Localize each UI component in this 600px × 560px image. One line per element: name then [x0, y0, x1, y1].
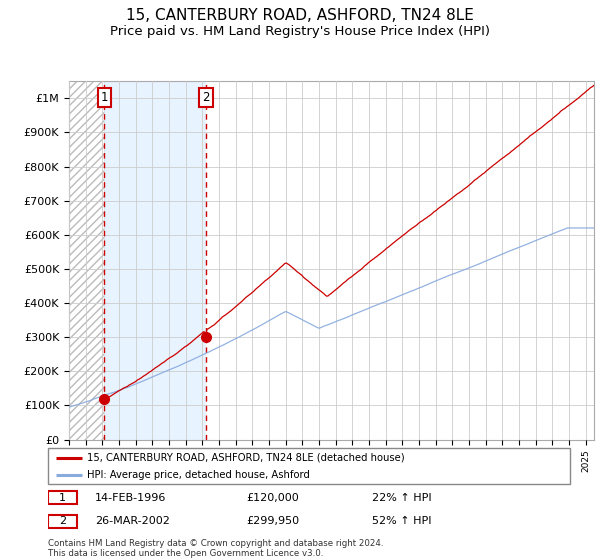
- Text: 15, CANTERBURY ROAD, ASHFORD, TN24 8LE (detached house): 15, CANTERBURY ROAD, ASHFORD, TN24 8LE (…: [87, 453, 405, 463]
- Text: 15, CANTERBURY ROAD, ASHFORD, TN24 8LE: 15, CANTERBURY ROAD, ASHFORD, TN24 8LE: [126, 8, 474, 24]
- Text: 2: 2: [59, 516, 66, 526]
- Text: 1: 1: [59, 493, 66, 503]
- Text: HPI: Average price, detached house, Ashford: HPI: Average price, detached house, Ashf…: [87, 470, 310, 479]
- Bar: [69, 81, 104, 440]
- Bar: [104, 81, 206, 440]
- Text: £299,950: £299,950: [247, 516, 299, 526]
- Text: 26-MAR-2002: 26-MAR-2002: [95, 516, 170, 526]
- FancyBboxPatch shape: [48, 448, 570, 484]
- Text: 14-FEB-1996: 14-FEB-1996: [95, 493, 166, 503]
- FancyBboxPatch shape: [48, 515, 77, 528]
- Text: Contains HM Land Registry data © Crown copyright and database right 2024.
This d: Contains HM Land Registry data © Crown c…: [48, 539, 383, 558]
- Text: 2: 2: [202, 91, 210, 104]
- Text: £120,000: £120,000: [247, 493, 299, 503]
- FancyBboxPatch shape: [48, 491, 77, 505]
- Text: Price paid vs. HM Land Registry's House Price Index (HPI): Price paid vs. HM Land Registry's House …: [110, 25, 490, 38]
- Text: 22% ↑ HPI: 22% ↑ HPI: [371, 493, 431, 503]
- Text: 52% ↑ HPI: 52% ↑ HPI: [371, 516, 431, 526]
- Text: 1: 1: [101, 91, 108, 104]
